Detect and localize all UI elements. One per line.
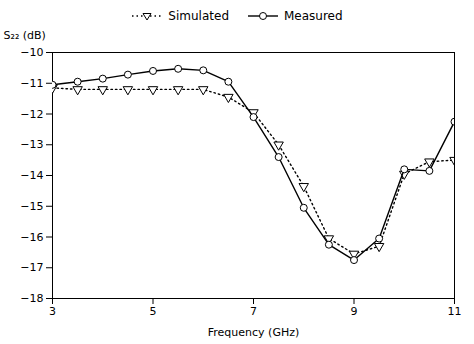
- svg-text:−14: −14: [20, 169, 43, 182]
- svg-text:−16: −16: [20, 231, 43, 244]
- svg-text:−15: −15: [20, 200, 43, 213]
- svg-text:11: 11: [448, 305, 462, 318]
- html-text:Simulated: Simulated: [168, 9, 229, 23]
- html-text:Measured: Measured: [284, 9, 343, 23]
- svg-text:−11: −11: [20, 77, 43, 90]
- svg-text:S₂₂ (dB): S₂₂ (dB): [4, 29, 46, 42]
- svg-text:−13: −13: [20, 138, 43, 151]
- svg-text:−10: −10: [20, 46, 43, 59]
- svg-text:9: 9: [351, 305, 358, 318]
- svg-text:5: 5: [150, 305, 157, 318]
- svg-text:3: 3: [49, 305, 56, 318]
- svg-text:Frequency (GHz): Frequency (GHz): [208, 326, 299, 339]
- svg-text:−18: −18: [20, 292, 43, 305]
- svg-text:−17: −17: [20, 261, 43, 274]
- svg-text:7: 7: [250, 305, 257, 318]
- svg-text:−12: −12: [20, 108, 43, 121]
